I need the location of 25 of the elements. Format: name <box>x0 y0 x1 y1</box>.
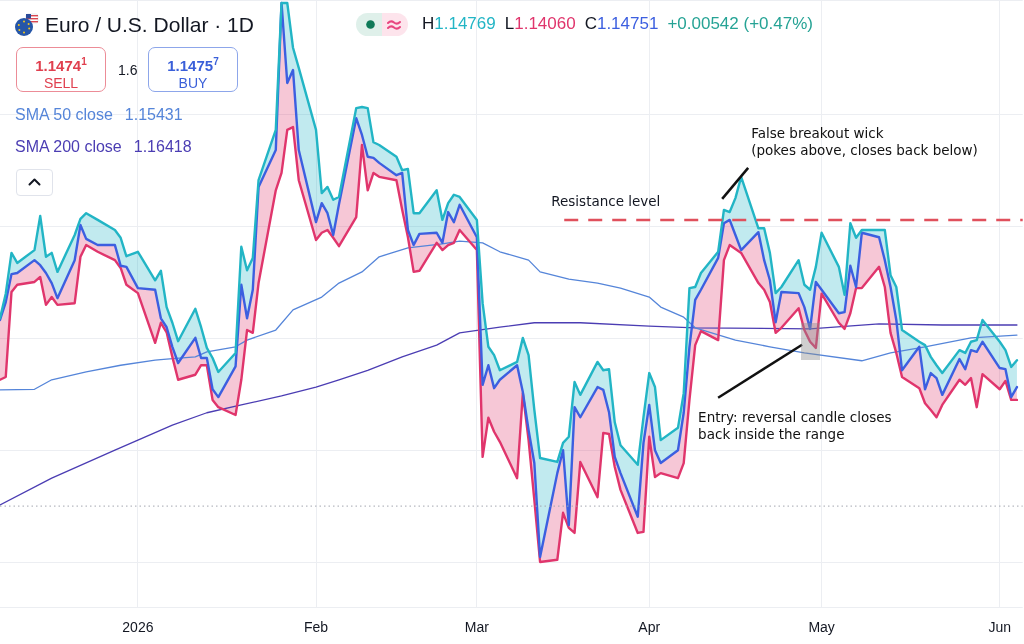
x-tick-label: Feb <box>303 619 329 636</box>
buy-button: 1.1475$^{7}$ BUY <box>148 47 238 92</box>
annotation: +0.00542 (+0.47%) <box>667 14 813 33</box>
text: Euro / U.S. Dollar · 1D <box>45 12 254 38</box>
text: SMA 200 close <box>15 138 122 155</box>
text: SMA 50 close <box>15 106 113 123</box>
annotation: 1.15431 <box>124 106 183 123</box>
annotation: 1.1474$^{1}$ <box>34 55 88 75</box>
annotation: Entry: reversal candle closes back inside the range <box>698 409 892 443</box>
annotation: 1.6 <box>118 61 138 79</box>
annotation: 1.1475$^{7}$ <box>166 55 220 75</box>
sell-button: 1.1474$^{1}$ SELL <box>16 47 106 92</box>
annotation: False breakout wick (pokes above, closes back below) <box>751 125 978 159</box>
annotation: 1.16418 <box>133 138 192 155</box>
annotation: L1.14060 <box>504 14 576 33</box>
annotation: C1.14751 <box>584 14 659 33</box>
annotation: SELL <box>42 75 80 92</box>
x-tick-label: 2026 <box>122 619 154 636</box>
annotation: BUY <box>177 75 209 92</box>
annotation: H1.14769 <box>422 14 496 33</box>
x-tick-label: May <box>808 619 835 636</box>
ref-line-label: Resistance level <box>551 193 661 210</box>
x-tick-label: Jun <box>988 619 1011 636</box>
x-tick-label: Apr <box>638 619 661 636</box>
x-tick-label: Mar <box>464 619 490 636</box>
